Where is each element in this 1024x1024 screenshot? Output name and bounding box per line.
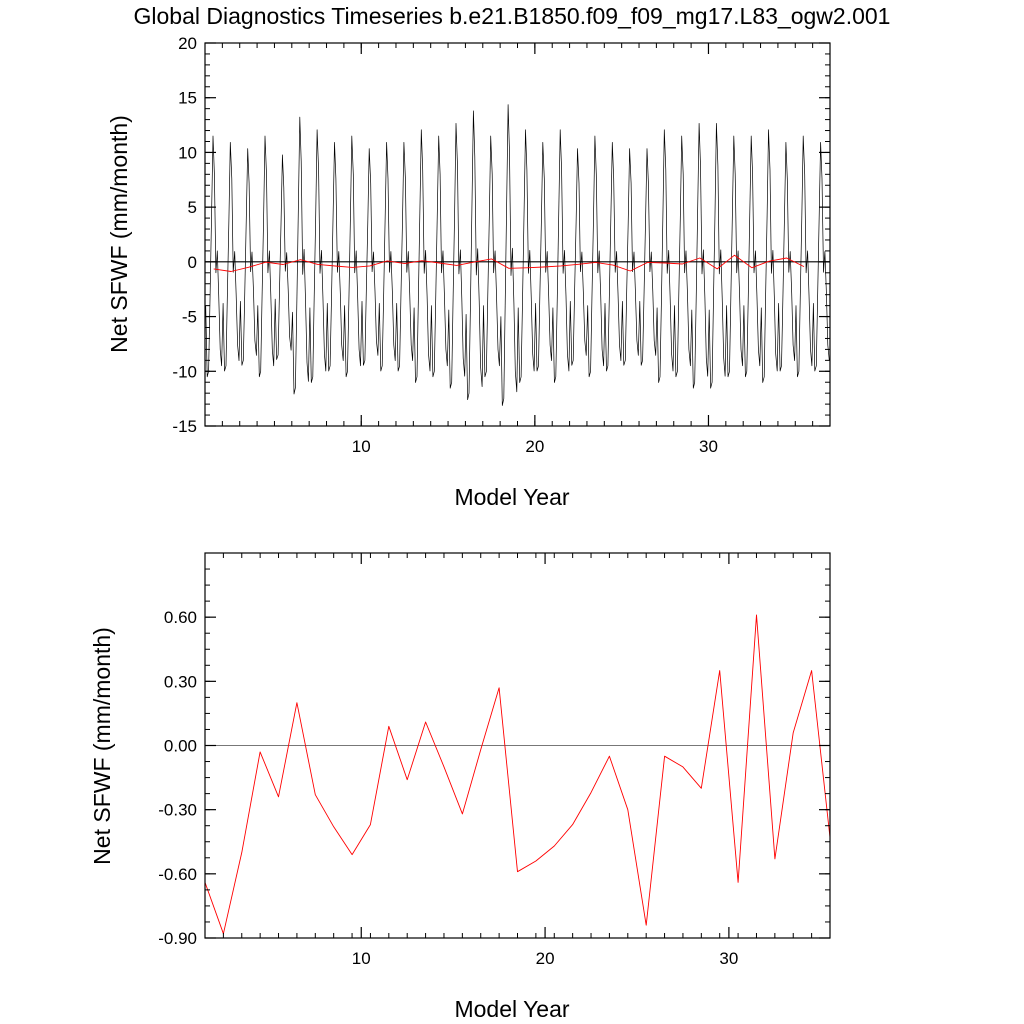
y-tick-label: -0.30	[158, 801, 197, 820]
monthly-series-line	[205, 104, 830, 406]
annual-series-line	[213, 254, 805, 272]
top-x-axis-label: Model Year	[454, 484, 569, 510]
y-tick-label: 0	[188, 253, 197, 272]
top-timeseries-panel: Model Year Net SFWF (mm/month) 10 20 30 20 1…	[106, 34, 831, 510]
annual-series-line	[204, 614, 831, 935]
bottom-x-axis-label: Model Year	[454, 996, 569, 1022]
x-tick-label: 30	[699, 437, 718, 456]
x-tick-label: 10	[352, 437, 371, 456]
y-tick-label: -5	[182, 308, 197, 327]
y-tick-label: 20	[178, 34, 197, 53]
x-tick-label: 30	[719, 949, 738, 968]
y-tick-label: -0.90	[158, 929, 197, 948]
y-tick-label: 10	[178, 143, 197, 162]
y-tick-label: 0.00	[164, 737, 197, 756]
x-tick-label: 20	[536, 949, 555, 968]
bottom-y-axis-label: Net SFWF (mm/month)	[89, 627, 115, 865]
bottom-annual-panel: Model Year Net SFWF (mm/month) 10 20 30 0.6…	[89, 552, 831, 1022]
y-tick-label: 15	[178, 89, 197, 108]
y-tick-label: -15	[172, 417, 197, 436]
y-tick-label: -0.60	[158, 865, 197, 884]
top-y-axis-label: Net SFWF (mm/month)	[106, 115, 132, 353]
y-tick-label: -10	[172, 362, 197, 381]
y-tick-label: 0.30	[164, 672, 197, 691]
y-tick-label: 5	[188, 198, 197, 217]
x-tick-label: 10	[352, 949, 371, 968]
x-tick-label: 20	[525, 437, 544, 456]
y-tick-label: 0.60	[164, 608, 197, 627]
page-title: Global Diagnostics Timeseries b.e21.B185…	[134, 3, 891, 29]
